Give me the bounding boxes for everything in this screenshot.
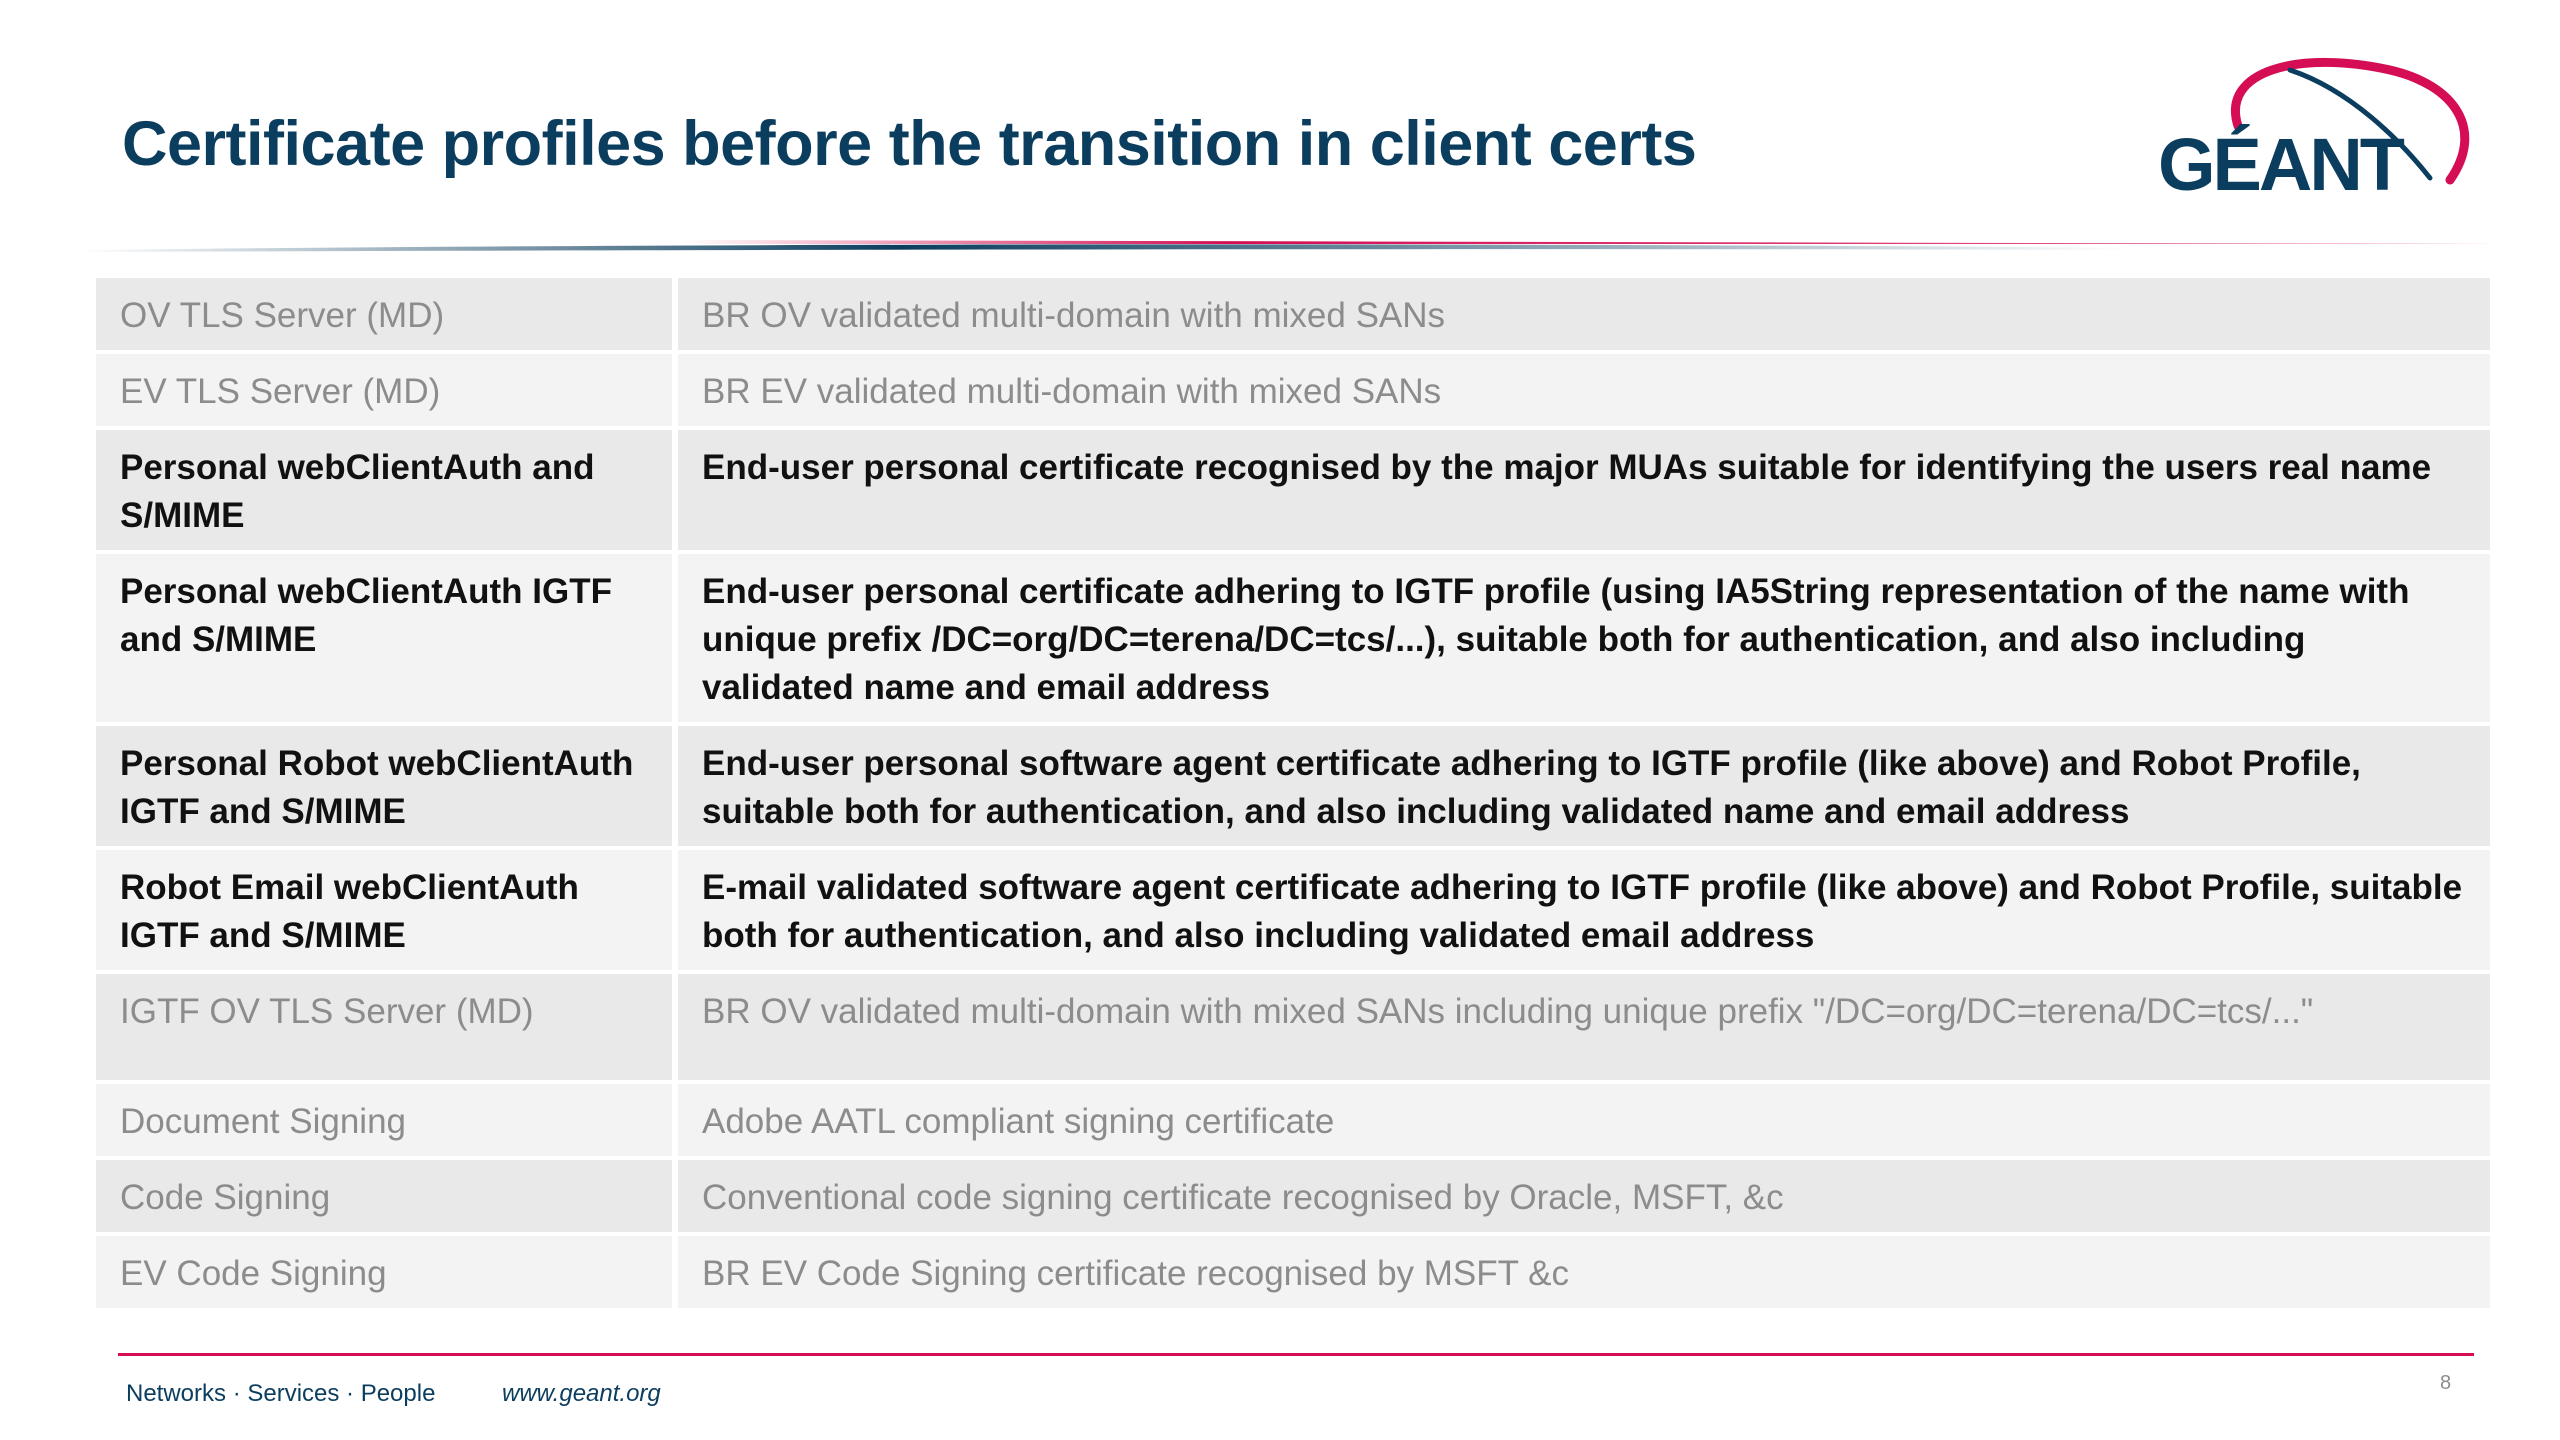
- profile-name: EV TLS Server (MD): [96, 354, 678, 426]
- table-row: EV Code Signing BR EV Code Signing certi…: [96, 1236, 2490, 1308]
- table-row: Document Signing Adobe AATL compliant si…: [96, 1084, 2490, 1156]
- table-row: Robot Email webClientAuth IGTF and S/MIM…: [96, 850, 2490, 970]
- table-row: Code Signing Conventional code signing c…: [96, 1160, 2490, 1232]
- profile-name: Robot Email webClientAuth IGTF and S/MIM…: [96, 850, 678, 970]
- profile-description: Adobe AATL compliant signing certificate: [678, 1084, 2490, 1156]
- profile-description: End-user personal certificate adhering t…: [678, 554, 2490, 722]
- profile-description: BR OV validated multi-domain with mixed …: [678, 278, 2490, 350]
- profile-name: Personal Robot webClientAuth IGTF and S/…: [96, 726, 678, 846]
- table-row: IGTF OV TLS Server (MD) BR OV validated …: [96, 974, 2490, 1080]
- profile-description: E-mail validated software agent certific…: [678, 850, 2490, 970]
- profile-name: Personal webClientAuth and S/MIME: [96, 430, 678, 550]
- logo-arc-icon: [2231, 57, 2470, 185]
- profile-description: End-user personal certificate recognised…: [678, 430, 2490, 550]
- profile-name: Personal webClientAuth IGTF and S/MIME: [96, 554, 678, 722]
- profile-name: Document Signing: [96, 1084, 678, 1156]
- header-rule: [80, 240, 2500, 252]
- profile-description: BR EV validated multi-domain with mixed …: [678, 354, 2490, 426]
- profile-description: End-user personal software agent certifi…: [678, 726, 2490, 846]
- table-row: Personal webClientAuth IGTF and S/MIME E…: [96, 554, 2490, 722]
- slide-title: Certificate profiles before the transiti…: [122, 109, 1697, 179]
- table-row: EV TLS Server (MD) BR EV validated multi…: [96, 354, 2490, 426]
- profile-name: Code Signing: [96, 1160, 678, 1232]
- page-number: 8: [2440, 1372, 2452, 1394]
- profile-name: EV Code Signing: [96, 1236, 678, 1308]
- footer-tagline: Networks · Services · People: [126, 1380, 436, 1407]
- table-row: OV TLS Server (MD) BR OV validated multi…: [96, 278, 2490, 350]
- footer-url: www.geant.org: [502, 1380, 661, 1407]
- profile-name: IGTF OV TLS Server (MD): [96, 974, 678, 1080]
- footer-rule: [118, 1353, 2474, 1356]
- profile-description: Conventional code signing certificate re…: [678, 1160, 2490, 1232]
- geant-logo: GÉANT: [2150, 50, 2480, 210]
- profile-description: BR OV validated multi-domain with mixed …: [678, 974, 2490, 1080]
- profile-description: BR EV Code Signing certificate recognise…: [678, 1236, 2490, 1308]
- table-row: Personal webClientAuth and S/MIME End-us…: [96, 430, 2490, 550]
- certificate-profiles-table: OV TLS Server (MD) BR OV validated multi…: [96, 274, 2490, 1312]
- table-row: Personal Robot webClientAuth IGTF and S/…: [96, 726, 2490, 846]
- logo-wordmark: GÉANT: [2158, 123, 2405, 206]
- profile-name: OV TLS Server (MD): [96, 278, 678, 350]
